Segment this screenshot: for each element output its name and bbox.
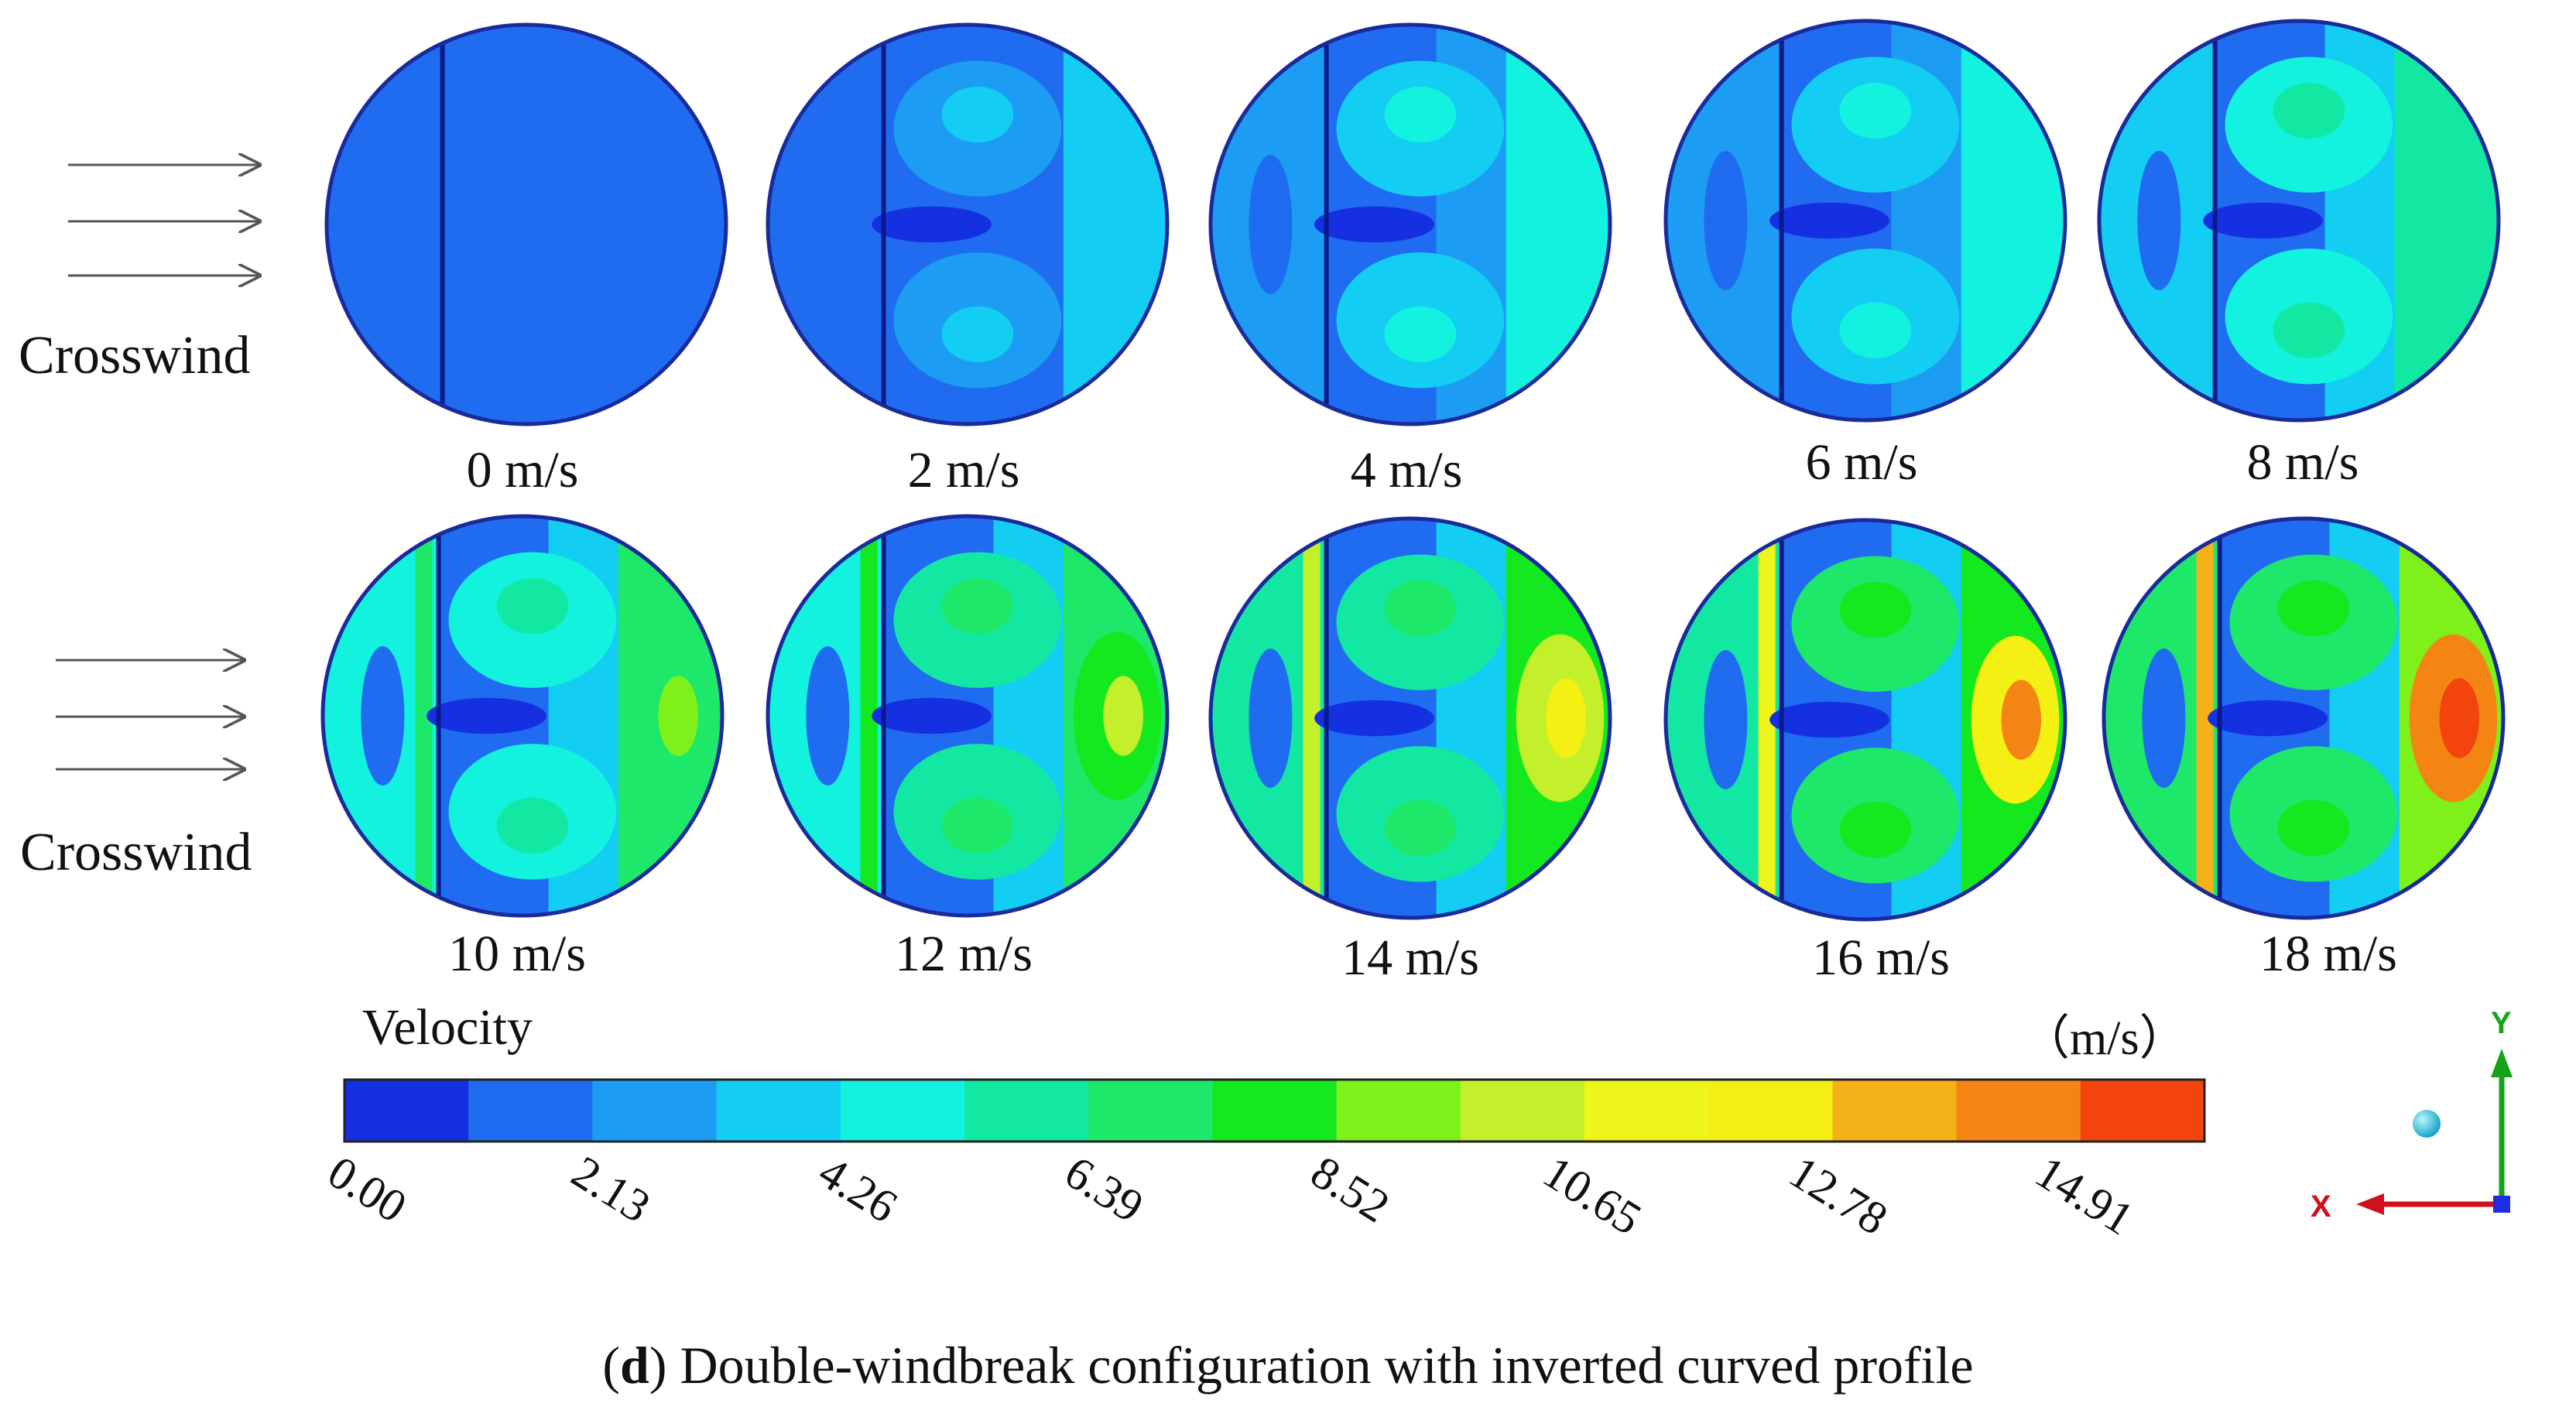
speed-label-18: 18 m/s xyxy=(2259,926,2397,982)
contour-disc xyxy=(2099,21,2499,420)
contour-disc xyxy=(1211,519,1610,918)
colorbar-swatch xyxy=(1708,1080,1833,1142)
triad-sphere-icon xyxy=(2413,1110,2441,1138)
colorbar-swatch xyxy=(1088,1080,1213,1142)
caption-letter: d xyxy=(620,1336,649,1395)
speed-label-0: 0 m/s xyxy=(466,442,579,498)
colorbar-swatch xyxy=(2080,1080,2205,1142)
contour-disc xyxy=(327,25,726,424)
colorbar-swatch xyxy=(468,1080,593,1142)
speed-label-14: 14 m/s xyxy=(1341,929,1479,986)
crosswind-label-row1: Crosswind xyxy=(19,326,251,385)
y-axis-label: Y xyxy=(2491,1006,2512,1040)
colorbar-swatch xyxy=(1212,1080,1338,1142)
colorbar-title: Velocity xyxy=(362,999,533,1056)
speed-label-12: 12 m/s xyxy=(895,926,1033,982)
colorbar-unit: （m/s） xyxy=(2022,1012,2187,1065)
speed-label-2: 2 m/s xyxy=(907,442,1020,498)
crosswind-arrows-row2 xyxy=(56,660,244,769)
contour-disc xyxy=(768,25,1167,424)
contour-disc xyxy=(1211,25,1610,424)
axis-triad: Y X xyxy=(2311,1006,2513,1224)
colorbar-swatch xyxy=(344,1080,469,1142)
figure-caption: (d) Double-windbreak configuration with … xyxy=(602,1336,1974,1395)
contour-disc xyxy=(1666,520,2065,919)
x-axis-label: X xyxy=(2311,1190,2331,1224)
colorbar-swatch xyxy=(1460,1080,1585,1142)
colorbar-swatch xyxy=(716,1080,841,1142)
speed-label-8: 8 m/s xyxy=(2246,434,2359,491)
colorbar-swatch xyxy=(1336,1080,1461,1142)
crosswind-label-row2: Crosswind xyxy=(20,823,252,882)
contour-disc xyxy=(768,516,1167,916)
colorbar-swatch xyxy=(1956,1080,2081,1142)
speed-label-6: 6 m/s xyxy=(1805,434,1918,491)
contour-disc xyxy=(1666,21,2065,420)
colorbar-swatch xyxy=(840,1080,965,1142)
velocity-colorbar xyxy=(343,1078,2206,1143)
contour-disc xyxy=(323,516,722,916)
colorbar-swatch xyxy=(964,1080,1089,1142)
contour-disc xyxy=(2104,519,2503,918)
speed-label-4: 4 m/s xyxy=(1350,442,1463,498)
colorbar-swatch xyxy=(592,1080,718,1142)
speed-label-16: 16 m/s xyxy=(1812,929,1950,986)
caption-text: Double-windbreak configuration with inve… xyxy=(666,1336,1974,1395)
crosswind-arrows-row1 xyxy=(68,165,259,276)
colorbar-swatch xyxy=(1832,1080,1958,1142)
speed-label-10: 10 m/s xyxy=(448,926,586,982)
contour-discs xyxy=(320,19,2506,922)
colorbar-swatch xyxy=(1584,1080,1709,1142)
